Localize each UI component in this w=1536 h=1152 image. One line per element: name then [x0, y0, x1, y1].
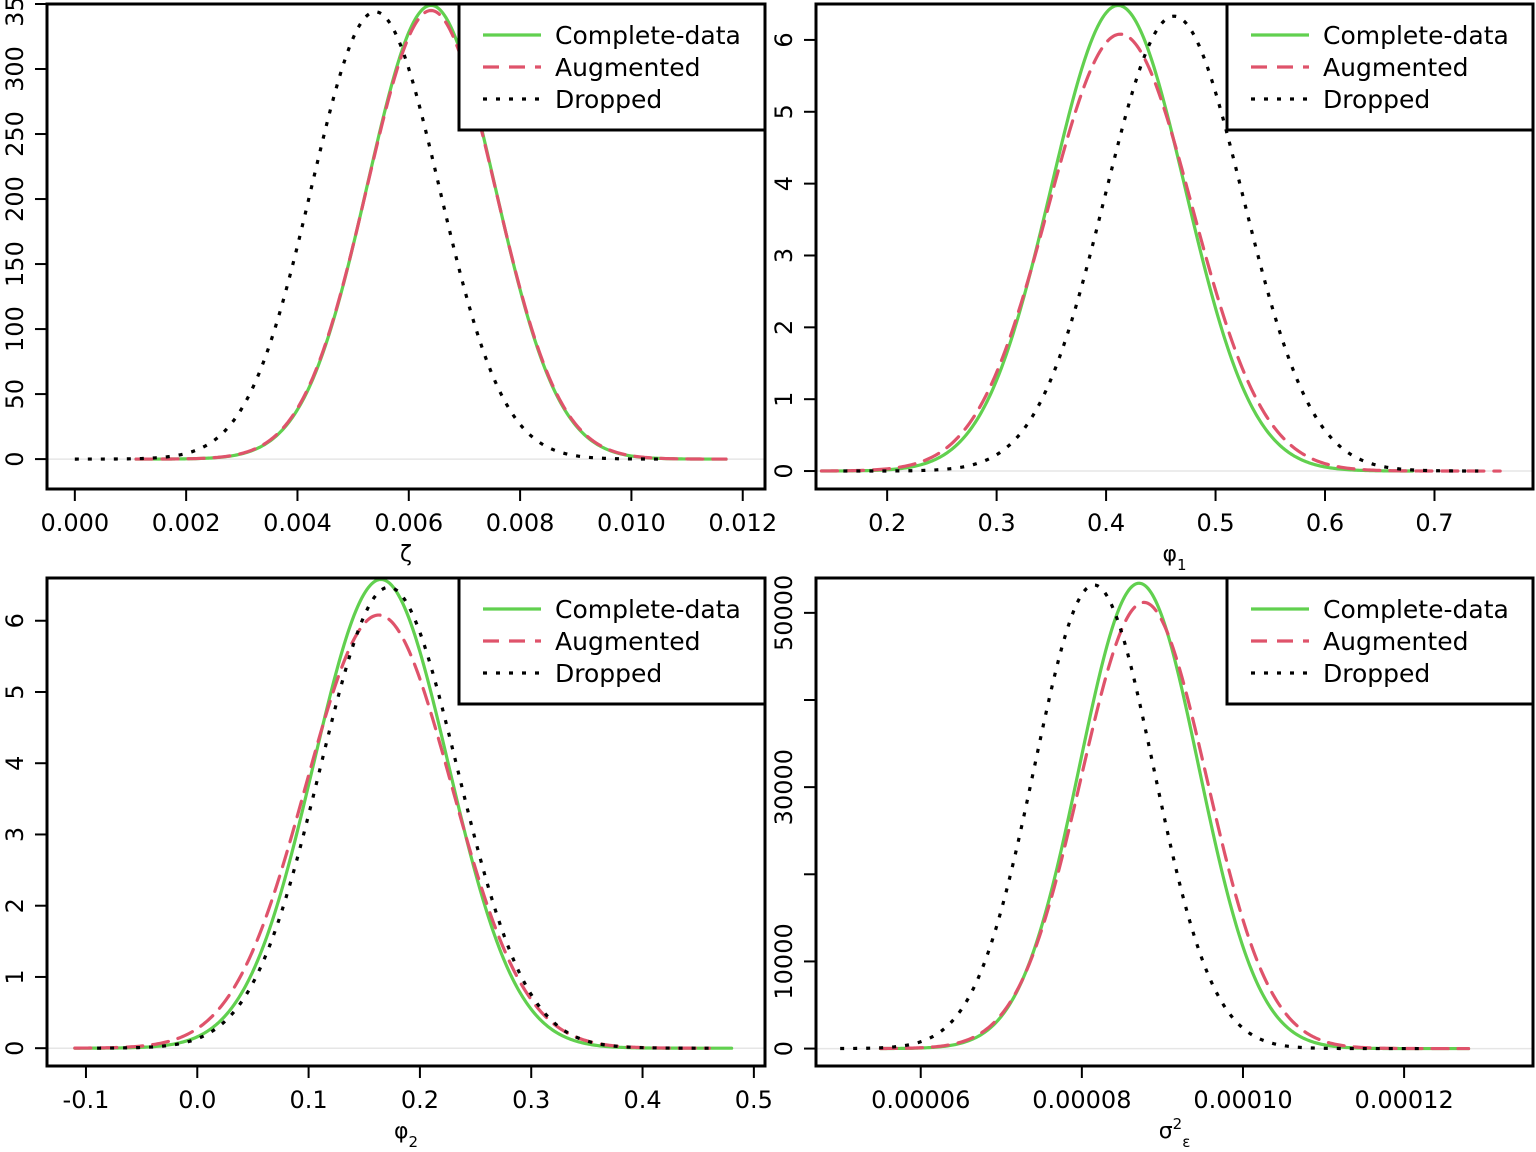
- y-tick-label: 200: [1, 176, 29, 222]
- x-tick-label: 0.4: [623, 1086, 661, 1114]
- panel-4: 0.00006 0.00008 0.00010 0.00012 0 10000 30000 5…: [770, 575, 1535, 1151]
- legend-label: Complete-data: [1323, 21, 1509, 50]
- x-tick-label: 0.006: [374, 509, 443, 537]
- plot-frame: [45, 576, 767, 1068]
- y-tick-label: 3: [770, 248, 798, 263]
- x-axis-label: φ1: [1162, 542, 1186, 574]
- x-tick-label: 0.012: [708, 509, 777, 537]
- legend: Complete-data Augmented Dropped: [457, 2, 767, 132]
- y-tick-label: 5: [770, 104, 798, 119]
- x-tick-label: 0.0: [178, 1086, 216, 1114]
- legend-label: Augmented: [555, 627, 700, 656]
- x-tick-label: 0.002: [152, 509, 221, 537]
- plot-frame: [814, 2, 1535, 491]
- x-tick-label: 0.000: [40, 509, 109, 537]
- legend-label: Complete-data: [555, 21, 741, 50]
- legend-box: [1225, 576, 1535, 706]
- x-tick-label: -0.1: [63, 1086, 110, 1114]
- legend: Complete-data Augmented Dropped: [1225, 576, 1535, 706]
- series-line-complete-data: [73, 577, 734, 1050]
- y-tick-label: 0: [1, 451, 29, 466]
- x-tick-label: 0.00008: [1032, 1086, 1131, 1114]
- y-tick-label: 2: [1, 898, 29, 913]
- x-tick-label: 0.5: [1196, 509, 1234, 537]
- legend-label: Augmented: [555, 53, 700, 82]
- legend: Complete-data Augmented Dropped: [457, 576, 767, 706]
- legend-label: Dropped: [1323, 85, 1430, 114]
- y-tick-label: 6: [1, 613, 29, 628]
- y-tick-label: 50: [1, 379, 29, 410]
- x-tick-label: 0.2: [868, 509, 906, 537]
- x-tick-label: 0.008: [486, 509, 555, 537]
- series-line-augmented: [878, 600, 1471, 1051]
- y-tick-label: 0: [770, 463, 798, 478]
- y-tick-label: 50000: [770, 575, 798, 651]
- series-line-dropped: [843, 14, 1479, 473]
- series-line-dropped: [74, 10, 665, 461]
- y-tick-label: 1: [1, 969, 29, 984]
- legend-label: Dropped: [555, 85, 662, 114]
- x-tick-label: 0.00010: [1193, 1086, 1292, 1114]
- series-line-augmented: [134, 8, 728, 461]
- plot-frame: [814, 576, 1535, 1068]
- y-tick-label: 6: [770, 32, 798, 47]
- panel-2: 0.2 0.3 0.4 0.5 0.6 0.7 0 1 2 3 4 5 6 φ1 Complete-data…: [770, 2, 1535, 574]
- legend-label: Augmented: [1323, 627, 1468, 656]
- y-tick-label: 300: [1, 46, 29, 92]
- y-tick-label: 0: [1, 1041, 29, 1056]
- series-line-augmented: [819, 32, 1502, 473]
- y-tick-label: 3: [1, 827, 29, 842]
- y-tick-label: 250: [1, 111, 29, 157]
- y-tick-label: 30000: [770, 749, 798, 825]
- legend-label: Complete-data: [1323, 595, 1509, 624]
- x-tick-label: 0.4: [1087, 509, 1125, 537]
- legend: Complete-data Augmented Dropped: [1225, 2, 1535, 132]
- y-tick-label: 5: [1, 684, 29, 699]
- y-tick-label: 150: [1, 241, 29, 287]
- x-tick-label: 0.00012: [1354, 1086, 1453, 1114]
- panel-1: 0.000 0.002 0.004 0.006 0.008 0.010 0.012 0 50 10…: [1, 0, 777, 567]
- x-tick-label: 0.004: [263, 509, 332, 537]
- x-tick-label: 0.010: [597, 509, 666, 537]
- x-tick-label: 0.5: [735, 1086, 773, 1114]
- y-tick-label: 1: [770, 392, 798, 407]
- y-tick-label: 100: [1, 306, 29, 352]
- plot-frame: [45, 2, 767, 491]
- x-tick-label: 0.1: [290, 1086, 328, 1114]
- x-axis-label: ζ: [400, 542, 412, 567]
- y-tick-label: 350: [1, 0, 29, 27]
- legend-label: Dropped: [1323, 659, 1430, 688]
- x-tick-label: 0.6: [1306, 509, 1344, 537]
- x-tick-label: 0.2: [401, 1086, 439, 1114]
- y-tick-label: 2: [770, 320, 798, 335]
- y-tick-label: 0: [770, 1041, 798, 1056]
- legend-label: Complete-data: [555, 595, 741, 624]
- x-axis-label: σ2ε: [1159, 1115, 1191, 1151]
- legend-label: Dropped: [555, 659, 662, 688]
- y-tick-label: 10000: [770, 923, 798, 999]
- x-tick-label: 0.00006: [871, 1086, 970, 1114]
- y-tick-label: 4: [770, 176, 798, 191]
- panel-3: -0.1 0.0 0.1 0.2 0.3 0.4 0.5 0 1 2 3 4 5 6 φ2 Complete-…: [1, 576, 773, 1151]
- x-tick-label: 0.3: [512, 1086, 550, 1114]
- y-tick-label: 4: [1, 756, 29, 771]
- x-axis-label: φ2: [394, 1119, 418, 1151]
- legend-label: Augmented: [1323, 53, 1468, 82]
- x-tick-label: 0.3: [978, 509, 1016, 537]
- x-tick-label: 0.7: [1415, 509, 1453, 537]
